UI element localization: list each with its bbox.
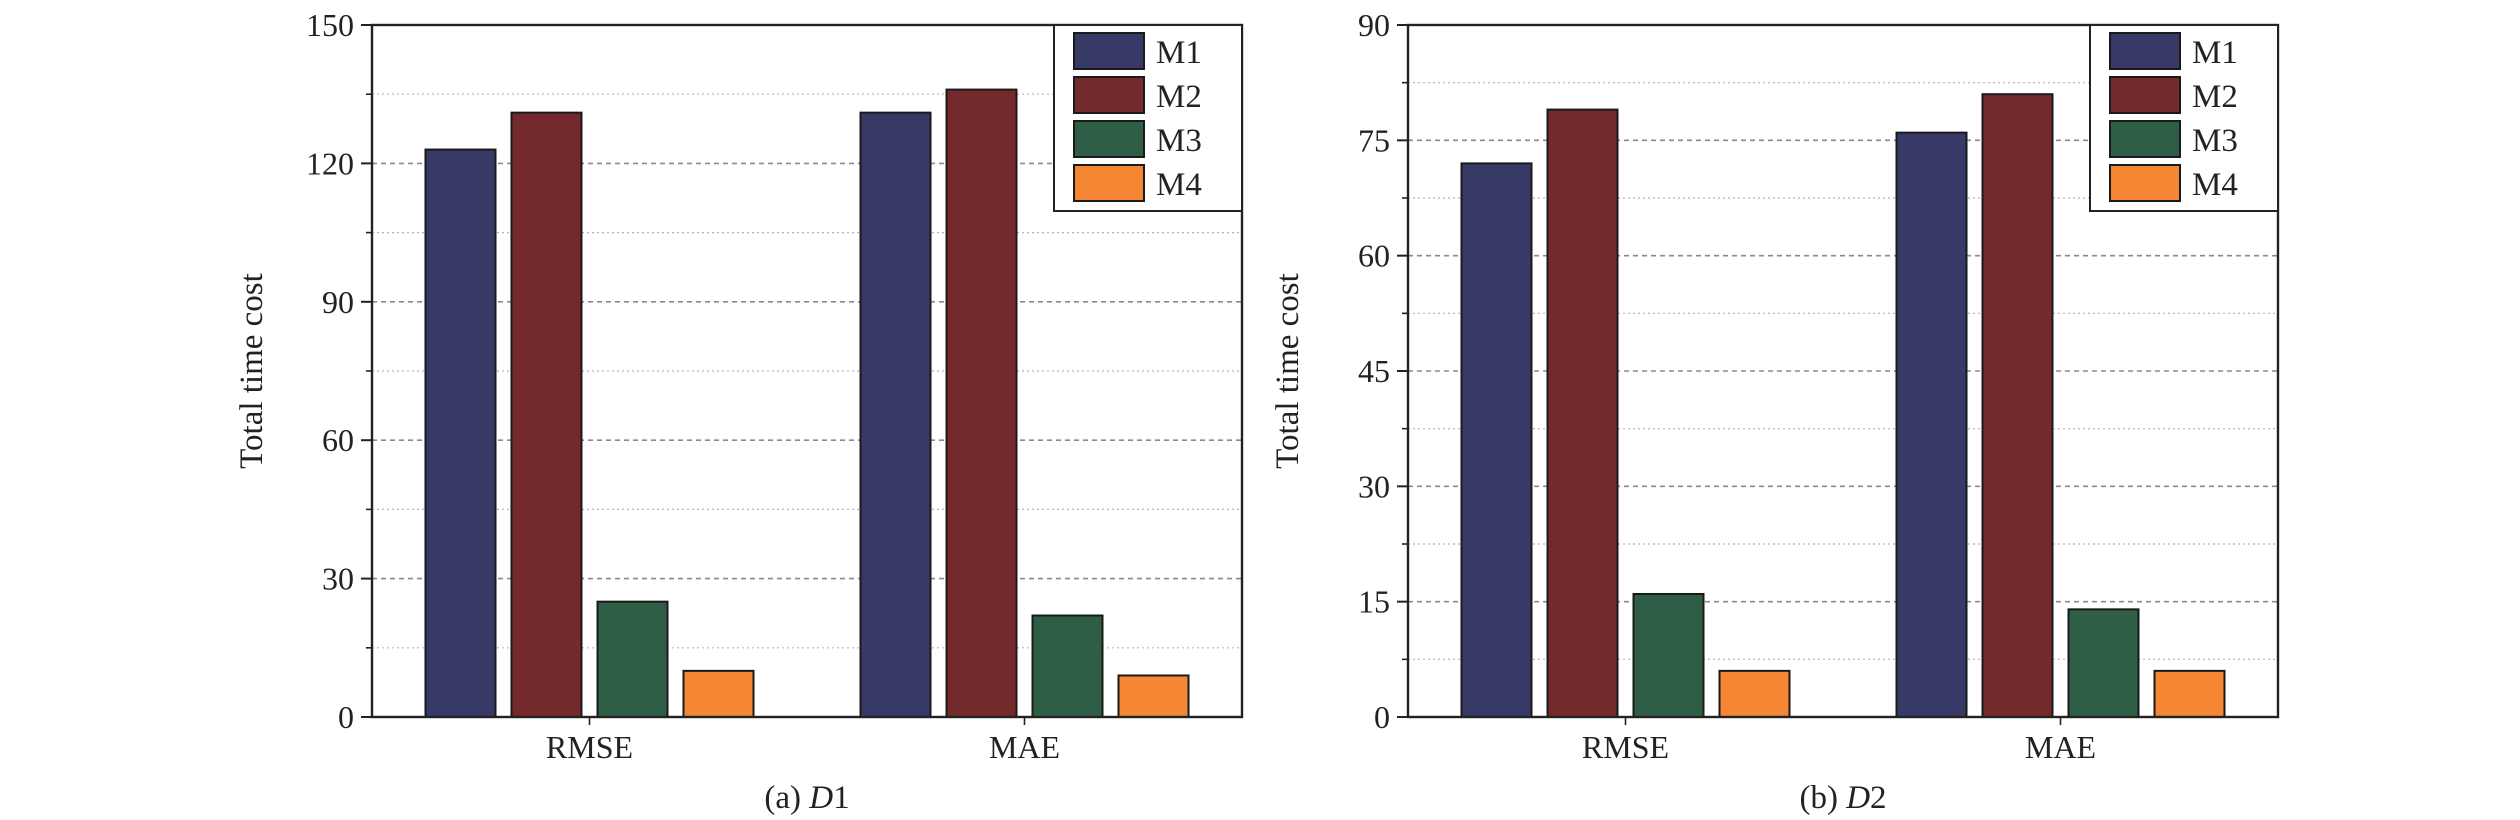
y-tick-label: 60	[1358, 238, 1390, 274]
bar-m3-mae	[2067, 608, 2140, 718]
bar-m4-rmse	[1718, 669, 1791, 718]
x-tick-label: MAE	[989, 729, 1060, 765]
y-tick-label: 0	[1374, 699, 1390, 735]
y-tick-label: 75	[1358, 122, 1390, 158]
y-tick-label: 30	[1358, 468, 1390, 504]
panel-caption-prefix: (a)	[764, 780, 809, 816]
y-tick-label: 30	[322, 561, 354, 597]
bar-m1-mae	[1895, 131, 1968, 718]
legend-label-m1: M1	[1156, 35, 1202, 71]
bar-m2-mae	[1981, 93, 2054, 718]
y-tick-label: 0	[338, 699, 354, 735]
y-axis-label: Total time cost	[1270, 273, 1306, 469]
chart-panel-a: 0 30 60 90 120 150 RMSE MAE Total time cost M1 M2 M…	[234, 7, 1244, 816]
plot-frame	[370, 23, 1244, 719]
legend-label-m3: M3	[1156, 123, 1202, 159]
y-tick-label: 150	[306, 7, 354, 43]
bar-m2-rmse	[510, 111, 583, 719]
y-tick-label: 120	[306, 145, 354, 181]
legend-swatch-m2	[2109, 76, 2181, 114]
legend-swatch-m1	[2109, 32, 2181, 70]
bar-m1-mae	[859, 111, 932, 719]
bar-m3-rmse	[1632, 592, 1705, 719]
panel-caption: (b) D2	[1799, 780, 1886, 816]
y-tick-label: 15	[1358, 584, 1390, 620]
panel-caption-dataset-letter: D	[1845, 780, 1870, 816]
bar-m4-rmse	[682, 669, 755, 718]
panel-caption-prefix: (b)	[1799, 780, 1846, 816]
legend-label-m2: M2	[1156, 79, 1202, 115]
y-tick-label: 60	[322, 422, 354, 458]
panel-caption-dataset-letter: D	[808, 780, 833, 816]
legend-swatch-m1	[1073, 32, 1145, 70]
legend-label-m2: M2	[2192, 79, 2238, 115]
legend-label-m3: M3	[2192, 123, 2238, 159]
plot-frame	[1406, 23, 2280, 719]
bar-m2-rmse	[1546, 108, 1619, 719]
y-tick-label: 90	[322, 284, 354, 320]
bar-m3-rmse	[596, 600, 669, 719]
bar-m1-rmse	[1460, 162, 1533, 718]
chart-panel-b: 0 15 30 45 60 75 90 RMSE MAE Total time cost M1 M2 M…	[1270, 7, 2280, 816]
legend-swatch-m4	[2109, 164, 2181, 202]
y-axis-label: Total time cost	[234, 273, 270, 469]
x-tick-label: RMSE	[546, 729, 633, 765]
x-tick-label: MAE	[2025, 729, 2096, 765]
legend-label-m4: M4	[2192, 167, 2238, 203]
legend-label-m1: M1	[2192, 35, 2238, 71]
panel-caption: (a) D1	[764, 780, 849, 816]
bar-m4-mae	[2153, 669, 2226, 718]
panel-caption-dataset-number: 1	[833, 780, 850, 816]
bar-m2-mae	[945, 88, 1018, 718]
legend-swatch-m4	[1073, 164, 1145, 202]
y-tick-label: 90	[1358, 7, 1390, 43]
y-tick-label: 45	[1358, 353, 1390, 389]
x-tick-label: RMSE	[1582, 729, 1669, 765]
bar-m1-rmse	[424, 148, 497, 718]
panel-caption-dataset-number: 2	[1870, 780, 1887, 816]
bar-m3-mae	[1031, 614, 1104, 718]
legend-swatch-m3	[2109, 120, 2181, 158]
legend-swatch-m3	[1073, 120, 1145, 158]
legend-label-m4: M4	[1156, 167, 1202, 203]
legend-swatch-m2	[1073, 76, 1145, 114]
bar-m4-mae	[1117, 674, 1190, 718]
